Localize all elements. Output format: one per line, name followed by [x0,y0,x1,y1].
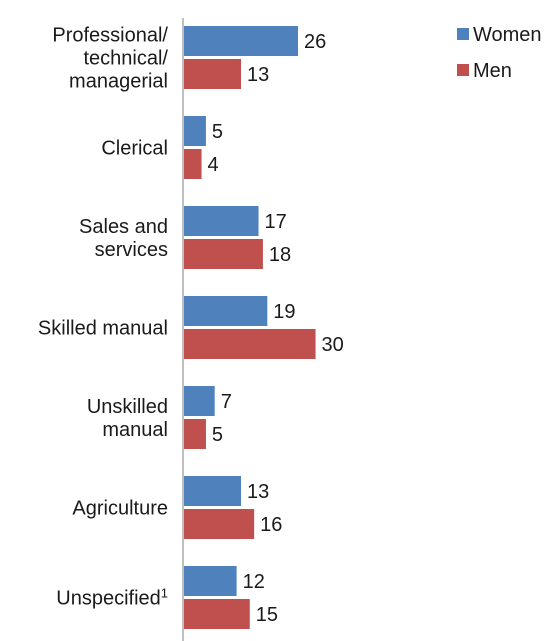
category-label-line: Professional/ [52,25,168,47]
data-label-men: 18 [269,244,291,266]
category-label: Clerical [101,138,168,160]
bar-men[interactable] [184,59,241,89]
data-label-men: 16 [260,514,282,536]
category-label: Unskilled manual [87,396,168,441]
category-label-line: services [95,239,168,261]
data-label-women: 7 [221,391,232,413]
category-label-line: managerial [69,71,168,93]
bar-men[interactable] [184,329,316,359]
category-label-line: Sales and [79,216,168,238]
bar-women[interactable] [184,566,237,596]
bar-men[interactable] [184,419,206,449]
legend-label-women: Women [473,24,542,46]
category-label: Skilled manual [38,318,168,340]
bar-women[interactable] [184,206,259,236]
data-label-women: 26 [304,31,326,53]
data-label-men: 13 [247,64,269,86]
bar-women[interactable] [184,476,241,506]
category-label: Professional/technical/managerial [52,25,168,93]
category-label-line: Skilled manual [38,318,168,340]
data-label-women: 19 [273,301,295,323]
category-label-line: manual [102,419,168,441]
bar-men[interactable] [184,149,202,179]
bar-men[interactable] [184,239,263,269]
data-label-men: 5 [212,424,223,446]
category-label-line: Unspecified [56,588,161,610]
legend-label-men: Men [473,60,512,82]
bar-women[interactable] [184,386,215,416]
data-label-women: 5 [212,121,223,143]
data-label-women: 17 [265,211,287,233]
bar-women[interactable] [184,116,206,146]
footnote-marker: 1 [161,585,168,600]
category-label: Unspecified1 [56,585,168,610]
bar-men[interactable] [184,599,250,629]
data-label-men: 4 [208,154,219,176]
data-label-men: 15 [256,604,278,626]
bar-women[interactable] [184,26,298,56]
legend-swatch-women [457,28,469,40]
bar-men[interactable] [184,509,255,539]
category-label-line: Agriculture [72,498,168,520]
bar-women[interactable] [184,296,268,326]
category-label: Agriculture [72,498,168,520]
data-label-women: 12 [243,571,265,593]
category-label: Sales and services [79,216,168,261]
legend-swatch-men [457,64,469,76]
category-label-line: Unskilled [87,396,168,418]
data-label-women: 13 [247,481,269,503]
data-label-men: 30 [322,334,344,356]
category-label-line: technical/ [84,48,169,70]
category-label-line: Clerical [101,138,168,160]
